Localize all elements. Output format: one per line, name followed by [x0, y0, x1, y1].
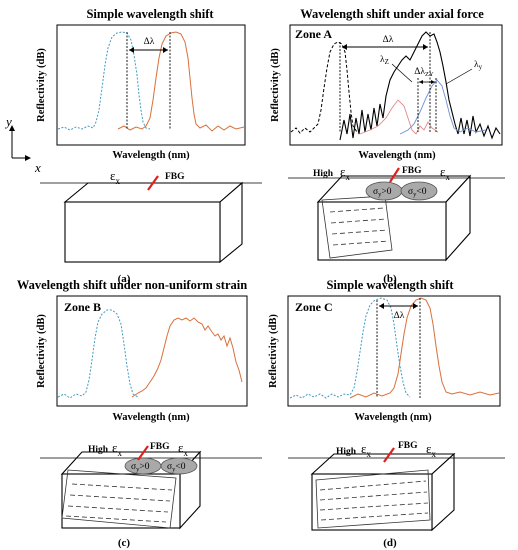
panel-c-ylabel: Reflectivity (dB) [36, 314, 47, 388]
panel-b-xlabel: Wavelength (nm) [358, 150, 436, 161]
panel-d-shift-label: Δλ [394, 311, 405, 321]
panel-b-deformation-box [321, 195, 393, 259]
panel-a-shift-label: Δλ [144, 37, 155, 47]
panel-d-label: (d) [383, 537, 397, 549]
panel-c-stress-ellipse-neg [160, 457, 198, 475]
panel-b-title: Wavelength shift under axial force [300, 7, 484, 21]
panel-b-blue-curve [399, 79, 487, 135]
panel-c-zone: Zone B [64, 300, 101, 314]
panel-a-title: Simple wavelength shift [86, 7, 214, 21]
panel-d-fbg-mark [383, 447, 395, 463]
panel-a-block: εx FBG [40, 168, 262, 264]
panel-d-block: High εx FBG εx [288, 441, 505, 532]
panel-c-high-label: High [88, 445, 109, 455]
panel-a-plot-frame [56, 24, 246, 146]
panel-d-fbg-label: FBG [398, 441, 418, 451]
panel-b-label: (b) [383, 273, 397, 285]
panel-b-red-curve [359, 99, 439, 135]
panel-c-fbg-label: FBG [150, 442, 170, 452]
panel-d-zone: Zone C [295, 300, 333, 314]
panel-d-title: Simple wavelength shift [326, 278, 454, 292]
panel-c: Wavelength shift under non-uniform strai… [17, 278, 262, 549]
panel-b-lambda-z: λZ [380, 55, 389, 66]
panel-b-black-curve [339, 31, 501, 141]
panel-d-xlabel: Wavelength (nm) [354, 412, 432, 423]
panel-c-blue-curve [57, 309, 139, 399]
panel-c-sigma-neg: σy<0 [167, 462, 186, 473]
panel-a: Simple wavelength shift Reflectivity (dB… [4, 7, 262, 285]
y-axis-arrow-icon [9, 125, 15, 131]
panel-a-strain: εx [110, 168, 120, 186]
panel-c-fbg-mark [137, 445, 149, 461]
x-axis-label: x [34, 160, 41, 175]
panel-c-label: (c) [118, 537, 131, 549]
panel-b-dashed-curve [290, 41, 358, 134]
panel-c-title: Wavelength shift under non-uniform strai… [17, 278, 247, 292]
panel-b-fbg-mark [389, 167, 400, 183]
panel-d-blue-curve [289, 297, 411, 399]
panel-b-strain: εx [340, 164, 350, 182]
panel-b-strain-2: εx [440, 164, 450, 182]
panel-b-ylabel: Reflectivity (dB) [270, 48, 281, 122]
panel-d-plot-frame [287, 295, 501, 407]
panel-b-zy-label: ΔλZY [414, 67, 434, 78]
panel-d-orange-curve [349, 297, 500, 399]
panel-c-plot-frame [56, 295, 248, 407]
panel-a-fbg-mark [147, 175, 159, 191]
panel-b-sigma-neg: σy<0 [408, 187, 427, 198]
panel-b-lambda-y: λy [474, 60, 483, 71]
panel-b-zone: Zone A [295, 27, 332, 41]
panel-a-orange-curve [117, 31, 245, 132]
panel-a-ylabel: Reflectivity (dB) [36, 48, 47, 122]
panel-a-xlabel: Wavelength (nm) [112, 150, 190, 161]
panel-c-block: σy>0 σy<0 High εx FBG εx [40, 440, 262, 530]
panel-b: Wavelength shift under axial force Refle… [270, 7, 505, 285]
panel-c-xlabel: Wavelength (nm) [112, 412, 190, 423]
x-axis-arrow-icon [25, 155, 31, 161]
panel-b-fbg-label: FBG [402, 166, 422, 176]
panel-c-deformation-box [61, 469, 177, 529]
panel-c-sigma-pos: σy>0 [131, 462, 150, 473]
panel-b-sigma-pos: σy>0 [373, 187, 392, 198]
panel-c-strain-2: εx [178, 440, 188, 458]
panel-a-label: (a) [118, 273, 131, 285]
panel-a-fbg-label: FBG [165, 172, 185, 182]
panel-d-high-label: High [336, 447, 357, 457]
panel-d-strain-2: εx [426, 441, 436, 459]
panel-b-plot-frame [289, 24, 503, 146]
panel-c-orange-curve [131, 317, 243, 398]
panel-d: Simple wavelength shift Reflectivity (dB… [268, 278, 505, 549]
panel-c-strain: εx [112, 440, 122, 458]
panel-d-deformation-box [315, 469, 431, 529]
panel-d-ylabel: Reflectivity (dB) [268, 314, 279, 388]
panel-b-lambda-z-pointer [391, 63, 413, 83]
y-axis-label: y [4, 114, 12, 129]
panel-b-block: σy>0 σy<0 High εx FBG εx [288, 164, 505, 262]
panel-b-stress-ellipse-neg [400, 181, 438, 201]
panel-b-lambda-y-pointer [445, 68, 473, 85]
axes-indicator: y x [4, 114, 41, 175]
panel-b-shift-label: Δλ [383, 35, 394, 45]
panel-b-high-label: High [313, 169, 334, 179]
panel-d-strain: εx [361, 441, 371, 459]
